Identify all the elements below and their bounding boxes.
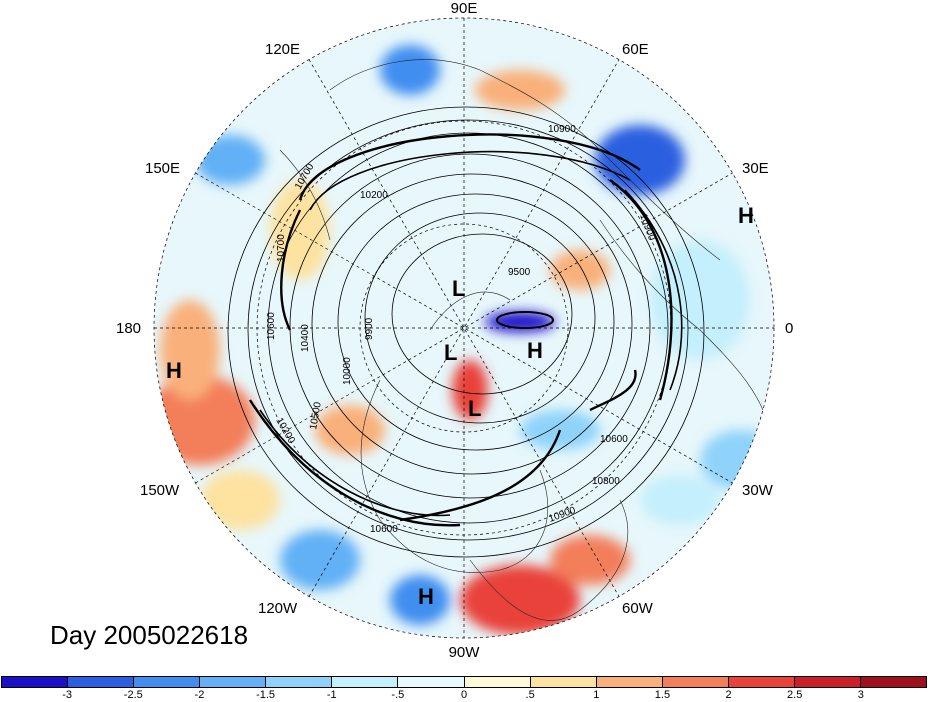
colorbar-swatch: [728, 677, 795, 687]
contour-label: 10600: [370, 524, 398, 535]
lon-label-60e: 60E: [622, 41, 649, 58]
contour-label: 10900: [548, 124, 576, 135]
lon-label-150e: 150E: [145, 160, 181, 177]
colorbar-tick-label: -2: [194, 689, 205, 701]
colorbar-tick-label: 0: [460, 689, 468, 701]
anomaly-field: [154, 18, 774, 638]
colorbar-tick-label: -.5: [391, 689, 405, 701]
contour-label: 10600: [600, 434, 628, 445]
lon-label-150w: 150W: [140, 482, 180, 499]
lon-label-90w: 90W: [448, 644, 480, 661]
colorbar-swatch: [68, 677, 135, 687]
colorbar-tick-label: -1: [326, 689, 337, 701]
contour-label: 10000: [342, 357, 353, 385]
colorbar-swatch: [398, 677, 465, 687]
low-center-label: L: [444, 340, 458, 365]
colorbar-tick-label: 2: [725, 689, 732, 701]
contour-label: 10600: [266, 312, 277, 340]
colorbar-swatch: [2, 677, 69, 687]
high-center-label: H: [418, 584, 434, 609]
colorbar-swatch: [134, 677, 201, 687]
contour-label: 10800: [592, 476, 620, 487]
contour-label: 10400: [300, 324, 311, 352]
lon-label-30w: 30W: [742, 482, 773, 499]
colorbar-swatch: [530, 677, 597, 687]
colorbar-tick-label: -2.5: [123, 689, 143, 701]
colorbar-swatch: [861, 677, 927, 687]
colorbar-tick-label: -3: [62, 689, 73, 701]
high-center-label: H: [527, 338, 543, 363]
colorbar: [1, 676, 927, 688]
lon-label-60w: 60W: [622, 600, 653, 617]
contour-label: 10700: [276, 234, 287, 262]
contours: [227, 106, 705, 558]
high-center-label: H: [166, 358, 182, 383]
graticule: [153, 17, 775, 639]
lon-label-180: 180: [116, 320, 142, 337]
lon-label-30e: 30E: [742, 160, 769, 177]
lon-label-120w: 120W: [258, 600, 298, 617]
colorbar-swatch: [266, 677, 333, 687]
colorbar-tick-label: .5: [525, 689, 535, 701]
colorbar-tick-label: 2.5: [787, 689, 803, 701]
map-title: Day 2005022618: [50, 620, 249, 650]
high-center-label: H: [738, 203, 754, 228]
colorbar-swatch: [464, 677, 531, 687]
colorbar-swatch: [332, 677, 399, 687]
colorbar-tick-label: 1: [593, 689, 600, 701]
colorbar-tick-label: 1.5: [654, 689, 671, 701]
coastlines: [279, 59, 771, 621]
colorbar-tick-label: 3: [857, 689, 864, 701]
low-center-label: L: [452, 276, 466, 301]
contour-label: 10200: [360, 190, 388, 201]
lon-label-90e: 90E: [450, 0, 478, 17]
contour-label: 9900: [364, 317, 375, 340]
colorbar-tick-label: -1.5: [256, 689, 276, 701]
colorbar-swatch: [596, 677, 663, 687]
contour-label: 9500: [508, 267, 531, 278]
contour-label: 10500: [308, 401, 324, 431]
colorbar-swatch: [200, 677, 267, 687]
lon-label-0: 0: [785, 320, 794, 337]
lon-label-120e: 120E: [265, 41, 301, 58]
colorbar-swatch: [794, 677, 862, 687]
colorbar-swatch: [662, 677, 729, 687]
low-center-label: L: [468, 396, 482, 421]
